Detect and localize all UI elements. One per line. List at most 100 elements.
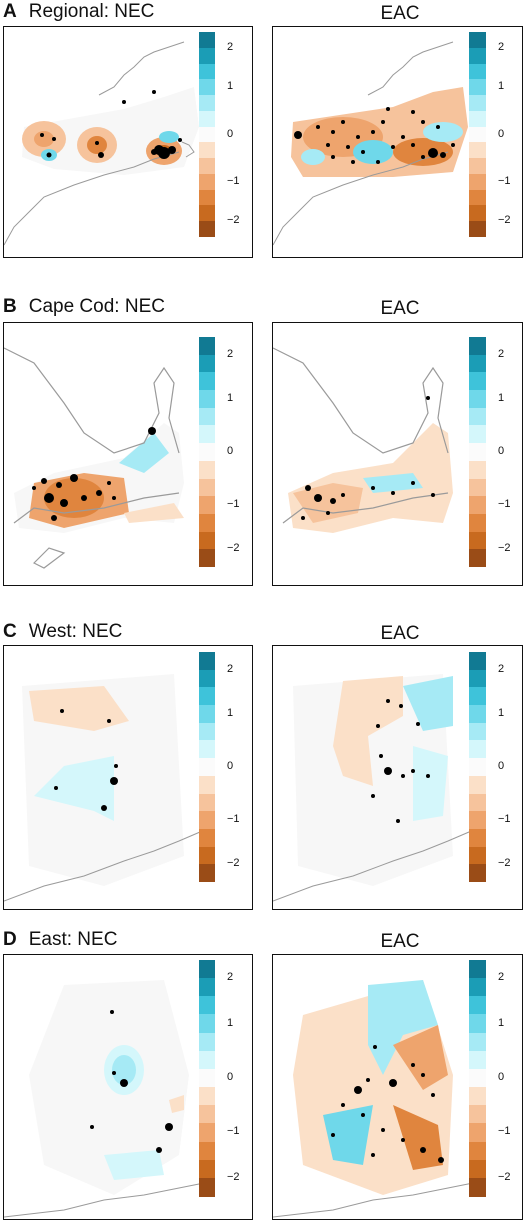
colorbar-segment [469, 158, 486, 175]
panel-d-right-title: EAC [380, 931, 420, 952]
colorbar: 2 1 0 −1 −2 [199, 32, 240, 238]
colorbar-segment [469, 846, 486, 865]
colorbar-segment [199, 79, 215, 96]
map-a-nec [3, 26, 253, 258]
map-b-eac-fill [288, 423, 453, 533]
panel-c-right-title: EAC [380, 623, 420, 644]
colorbar-tick-label: −1 [498, 498, 511, 511]
colorbar-segment [199, 811, 215, 830]
panel-c-left-label: West: NEC [28, 621, 123, 642]
map-b-eac-svg [273, 347, 453, 533]
colorbar-segment [469, 775, 486, 794]
colorbar-tick-label: −1 [227, 498, 240, 511]
map-d-eac-dots [331, 1045, 444, 1163]
colorbar: 2 1 0 −1 −2 [469, 32, 511, 238]
colorbar-segment [199, 205, 215, 222]
colorbar-segment [199, 846, 215, 865]
colorbar-segment [469, 996, 486, 1016]
colorbar-segment [469, 549, 486, 568]
map-d-eac-coast [273, 1180, 484, 1218]
colorbar-tick-label: 1 [227, 80, 234, 93]
colorbar-segment [199, 1123, 215, 1143]
colorbar-segment [469, 126, 486, 143]
colorbar-segment [469, 740, 486, 759]
colorbar-tick-label: −1 [498, 174, 511, 187]
map-d-eac-fill [293, 980, 453, 1195]
colorbar-segment [199, 173, 215, 190]
colorbar-segment [199, 705, 215, 724]
colorbar: 2 1 0 −1 −2 [199, 337, 240, 568]
colorbar-segment [199, 354, 215, 373]
colorbar-segment [199, 1050, 215, 1070]
colorbar-segment [199, 978, 215, 998]
map-c-nec-dots [54, 709, 118, 811]
colorbar-segment [199, 531, 215, 550]
colorbar-tick-label: −2 [227, 214, 240, 227]
map-c-nec [3, 645, 253, 910]
colorbar-segment [469, 496, 486, 515]
map-c-nec-svg [4, 674, 215, 902]
colorbar-segment [469, 828, 486, 847]
colorbar-segment [199, 513, 215, 532]
map-b-eac-dots [301, 396, 435, 520]
colorbar-tick-label: 2 [227, 662, 234, 675]
colorbar-tick-label: −2 [498, 542, 511, 555]
colorbar-segment [199, 372, 215, 391]
panel-b-left-label: Cape Cod: NEC [28, 296, 165, 317]
colorbar-segment [199, 221, 215, 238]
colorbar-segment [469, 1014, 486, 1034]
colorbar-segment [469, 1050, 486, 1070]
colorbar-segment [199, 189, 215, 206]
colorbar-tick-label: 0 [498, 1071, 505, 1083]
colorbar-segment [469, 1177, 486, 1197]
panel-b-right-title: EAC [380, 298, 420, 319]
colorbar-tick-label: 2 [498, 40, 505, 53]
colorbar-segment [469, 425, 486, 444]
colorbar-segment [199, 1105, 215, 1125]
colorbar-tick-label: −2 [227, 1170, 240, 1183]
colorbar-segment [199, 1141, 215, 1161]
colorbar-segment [199, 126, 215, 143]
map-c-eac-dots [371, 699, 430, 823]
map-d-nec-coast [4, 1180, 215, 1218]
colorbar-segment [469, 79, 486, 96]
colorbar-segment [199, 158, 215, 175]
colorbar-segment [469, 669, 486, 688]
map-a-eac-dots [294, 107, 455, 164]
colorbar-segment [199, 1159, 215, 1179]
colorbar-segment [469, 189, 486, 206]
colorbar-segment [199, 775, 215, 794]
colorbar-segment [469, 205, 486, 222]
colorbar-segment [469, 63, 486, 80]
colorbar-tick-label: −1 [498, 813, 511, 826]
colorbar-segment [199, 142, 215, 159]
colorbar-tick-label: −2 [227, 857, 240, 870]
colorbar-segment [199, 1032, 215, 1052]
colorbar-segment [469, 372, 486, 391]
colorbar-tick-label: 0 [498, 445, 505, 457]
panel-c-left-title: C West: NEC [3, 621, 122, 643]
colorbar: 2 1 0 −1 −2 [199, 960, 240, 1197]
map-b-nec-svg [4, 347, 184, 569]
colorbar-segment [469, 47, 486, 64]
colorbar-segment [469, 390, 486, 409]
colorbar-segment [469, 142, 486, 159]
colorbar-tick-label: 1 [498, 80, 505, 93]
colorbar-segment [199, 864, 215, 883]
map-c-eac-svg [273, 674, 484, 902]
colorbar-segment [469, 337, 486, 355]
colorbar-tick-label: −2 [227, 542, 240, 555]
map-d-nec-svg [4, 980, 215, 1218]
colorbar-segment [199, 110, 215, 127]
map-d-nec [3, 954, 253, 1220]
colorbar-segment [469, 978, 486, 998]
colorbar-segment [199, 425, 215, 444]
colorbar-tick-label: −2 [498, 214, 511, 227]
colorbar-segment [199, 443, 215, 462]
map-c-nec-fill [22, 674, 184, 886]
map-c-nec-coast [4, 825, 215, 902]
colorbar-tick-label: 1 [227, 706, 234, 719]
colorbar-segment [199, 1068, 215, 1088]
colorbar-tick-label: 1 [227, 1016, 234, 1029]
map-a-nec-dots [40, 90, 182, 159]
